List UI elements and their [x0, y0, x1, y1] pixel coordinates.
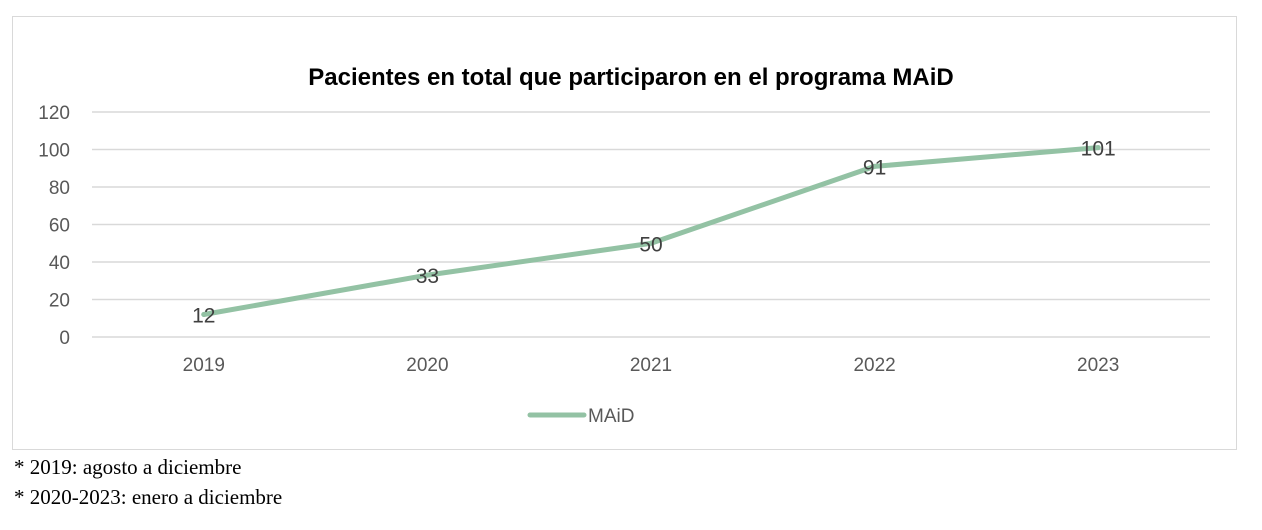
data-point	[872, 163, 878, 169]
chart-title: Pacientes en total que participaron en e…	[308, 64, 953, 91]
data-label: 91	[863, 156, 886, 179]
data-point	[1095, 145, 1101, 151]
x-axis-ticks: 2019 2020 2021 2022 2023	[183, 355, 1120, 376]
data-point	[424, 272, 430, 278]
data-label: 33	[416, 265, 439, 288]
y-tick-label: 40	[49, 253, 70, 274]
y-tick-label: 120	[38, 103, 70, 124]
y-tick-label: 80	[49, 178, 70, 199]
data-label: 12	[192, 305, 215, 328]
data-point	[648, 240, 654, 246]
series-layer	[201, 145, 1101, 317]
data-label: 50	[639, 233, 662, 256]
series-line-maid	[201, 145, 1101, 317]
legend-label: MAiD	[588, 406, 634, 427]
x-tick-label: 2023	[1077, 355, 1119, 376]
y-tick-label: 20	[49, 291, 70, 312]
footnote-2020-2023: * 2020-2023: enero a diciembre	[14, 485, 283, 509]
x-tick-label: 2021	[630, 355, 672, 376]
data-label: 101	[1081, 138, 1116, 161]
x-tick-label: 2022	[853, 355, 895, 376]
legend: MAiD	[527, 406, 634, 427]
footnote-2019: * 2019: agosto a diciembre	[14, 455, 242, 479]
x-tick-label: 2019	[183, 355, 225, 376]
y-tick-label: 100	[38, 141, 70, 162]
x-tick-label: 2020	[406, 355, 448, 376]
data-point	[201, 312, 207, 317]
y-tick-label: 60	[49, 216, 70, 237]
y-tick-label: 0	[59, 328, 70, 349]
data-labels: 12 33 50 91 101	[192, 138, 1116, 328]
chart-frame	[12, 16, 1237, 450]
y-axis-ticks: 0 20 40 60 80 100 120	[38, 103, 70, 349]
